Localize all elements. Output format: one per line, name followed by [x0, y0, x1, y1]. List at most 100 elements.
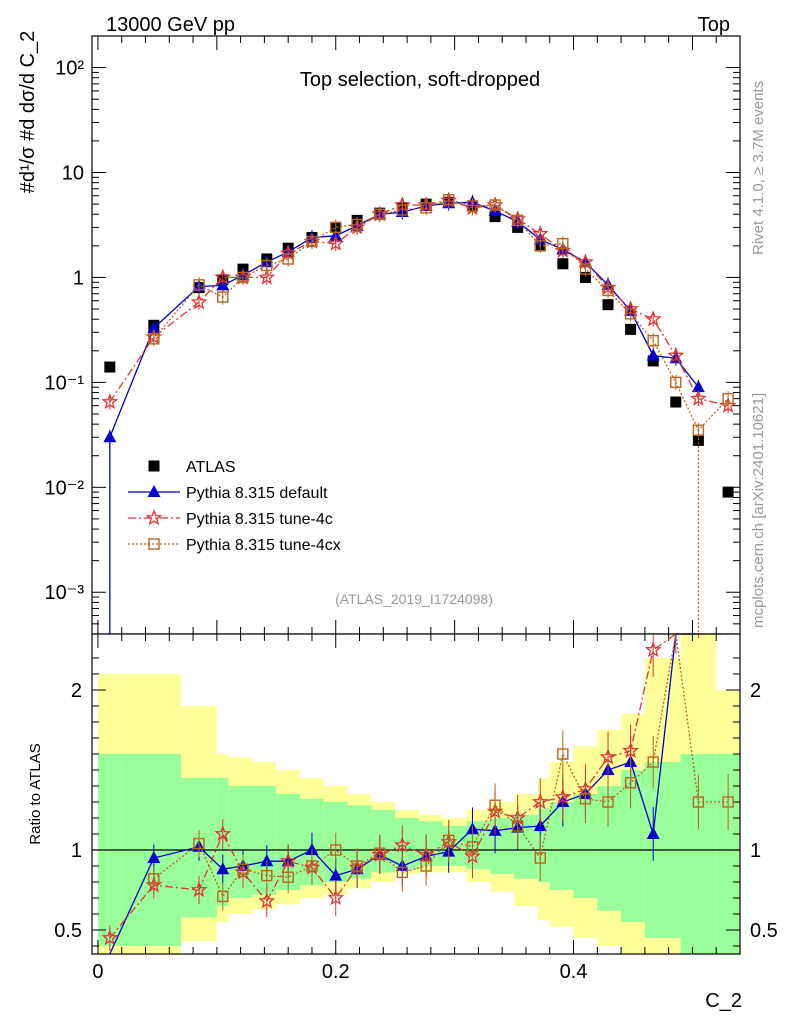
data-point-default [646, 348, 660, 361]
data-point-tune4c [258, 268, 276, 285]
legend-label-tune4cx: Pythia 8.315 tune-4cx [186, 537, 341, 554]
band-inner-bin [621, 770, 645, 922]
data-point-tune4c [644, 310, 662, 327]
data-point-tune4cx [282, 253, 294, 265]
ratio-point-tune4cx [351, 860, 363, 872]
ratio-point-tune4cx [466, 841, 479, 853]
ratio-point-default [329, 868, 343, 881]
y-tick-label: 10² [55, 58, 84, 80]
data-point-tune4cx [602, 284, 614, 297]
ratio-tick-label: 0.5 [54, 920, 82, 942]
ratio-frame [91, 633, 741, 955]
ratio-point-tune4cx [579, 793, 592, 805]
ratio-point-default [260, 854, 274, 867]
band-inner-bin [549, 802, 574, 890]
main-plot-area [92, 36, 740, 634]
process-label: Top [698, 14, 730, 36]
data-point-tune4c [214, 268, 232, 285]
ratio-tick-label: 1 [71, 840, 82, 862]
data-point-tune4cx [670, 376, 682, 389]
data-point-tune4cx [193, 279, 205, 291]
ratio-point-tune4cx [534, 852, 546, 864]
ratio-panel: 0.5 0.5 1 1 2 2 0 0.2 0.4 [54, 633, 778, 983]
data-point-tune4cx [624, 308, 637, 320]
band-inner-bin [716, 754, 740, 954]
ratio-tick-label: 2 [71, 680, 82, 702]
legend: ATLAS Pythia 8.315 default Pythia 8.315 tu… [128, 459, 341, 554]
ratio-point-tune4cx [557, 748, 569, 760]
y-tick-label: 10⁻¹ [45, 372, 85, 394]
band-inner-bin [228, 786, 253, 898]
ratio-tick-label-right: 0.5 [750, 920, 778, 942]
legend-marker-tune4cx [148, 538, 160, 550]
ratio-point-tune4cx [624, 777, 637, 789]
x-tick-label: 0.4 [560, 961, 588, 983]
ratio-point-tune4cx [330, 844, 342, 856]
ratio-point-tune4cx [722, 796, 734, 808]
data-point-tune4c [327, 234, 345, 251]
ratio-point-tune4c [393, 836, 411, 853]
ratio-point-default [646, 827, 660, 839]
data-point-tune4cx [351, 218, 363, 231]
ratio-y-axis-label: Ratio to ATLAS [27, 743, 44, 844]
energy-label: 13000 GeV pp [106, 14, 235, 36]
legend-label-default: Pythia 8.315 default [186, 485, 328, 502]
data-point-tune4cx [489, 199, 501, 211]
ratio-point-tune4cx [489, 799, 501, 811]
data-point-tune4cx [692, 424, 705, 436]
ratio-point-default [147, 851, 161, 863]
analysis-id: (ATLAS_2019_I1724098) [335, 591, 493, 607]
x-tick-label: 0.2 [322, 961, 350, 983]
ratio-tick-label-right: 1 [750, 840, 761, 862]
data-point-tune4cx [534, 240, 546, 252]
data-point-tune4cx [396, 204, 409, 216]
main-axis-ticks: 10⁻³ 10⁻² 10⁻¹ 1 10 10² [45, 36, 740, 634]
data-point-tune4cx [557, 237, 569, 250]
data-point-atlas [692, 434, 704, 446]
legend-label-atlas: ATLAS [186, 459, 236, 476]
ratio-point-tune4cx [692, 796, 705, 808]
x-axis-label: C_2 [705, 990, 742, 1012]
ratio-point-tune4c [214, 825, 232, 842]
ratio-point-tune4cx [374, 847, 386, 859]
data-point-default [103, 430, 117, 443]
chart-title: Top selection, soft-dropped [300, 69, 540, 91]
data-point-tune4c [190, 293, 208, 310]
ratio-point-tune4cx [237, 863, 249, 875]
data-point-atlas [557, 258, 569, 270]
ratio-point-tune4c [622, 742, 640, 758]
data-point-tune4cx [217, 291, 229, 303]
data-point-tune4cx [420, 202, 432, 214]
data-point-tune4cx [511, 214, 524, 227]
data-point-default [147, 320, 161, 333]
data-point-tune4cx [237, 271, 249, 284]
data-point-atlas [602, 299, 614, 311]
ratio-point-tune4cx [217, 890, 229, 903]
data-point-tune4c [531, 225, 549, 242]
data-point-tune4cx [374, 208, 386, 220]
legend-marker-tune4c [145, 509, 163, 526]
ratio-axis-ticks: 0.5 0.5 1 1 2 2 0 0.2 0.4 [54, 634, 778, 983]
data-point-tune4cx [647, 334, 659, 347]
data-point-tune4cx [148, 333, 160, 345]
data-point-tune4cx [722, 392, 734, 405]
data-point-tune4cx [466, 200, 479, 212]
y-tick-label: 1 [73, 267, 84, 289]
band-inner-bin [252, 786, 277, 895]
y-tick-label: 10⁻² [45, 477, 85, 499]
ratio-point-tune4cx [148, 873, 160, 885]
ratio-point-tune4c [190, 881, 208, 898]
data-point-tune4c [667, 346, 685, 363]
band-inner-bin [537, 808, 550, 882]
ratio-point-tune4c [327, 889, 345, 906]
band-inner-bin [573, 794, 598, 898]
data-point-default [691, 380, 705, 393]
band-inner-bin [371, 810, 396, 873]
ratio-point-tune4c [554, 788, 572, 805]
ratio-point-tune4c [101, 929, 119, 946]
data-point-tune4cx [306, 235, 318, 248]
legend-label-tune4c: Pythia 8.315 tune-4c [186, 511, 333, 528]
ratio-point-default [216, 862, 230, 875]
data-point-atlas [104, 361, 116, 373]
